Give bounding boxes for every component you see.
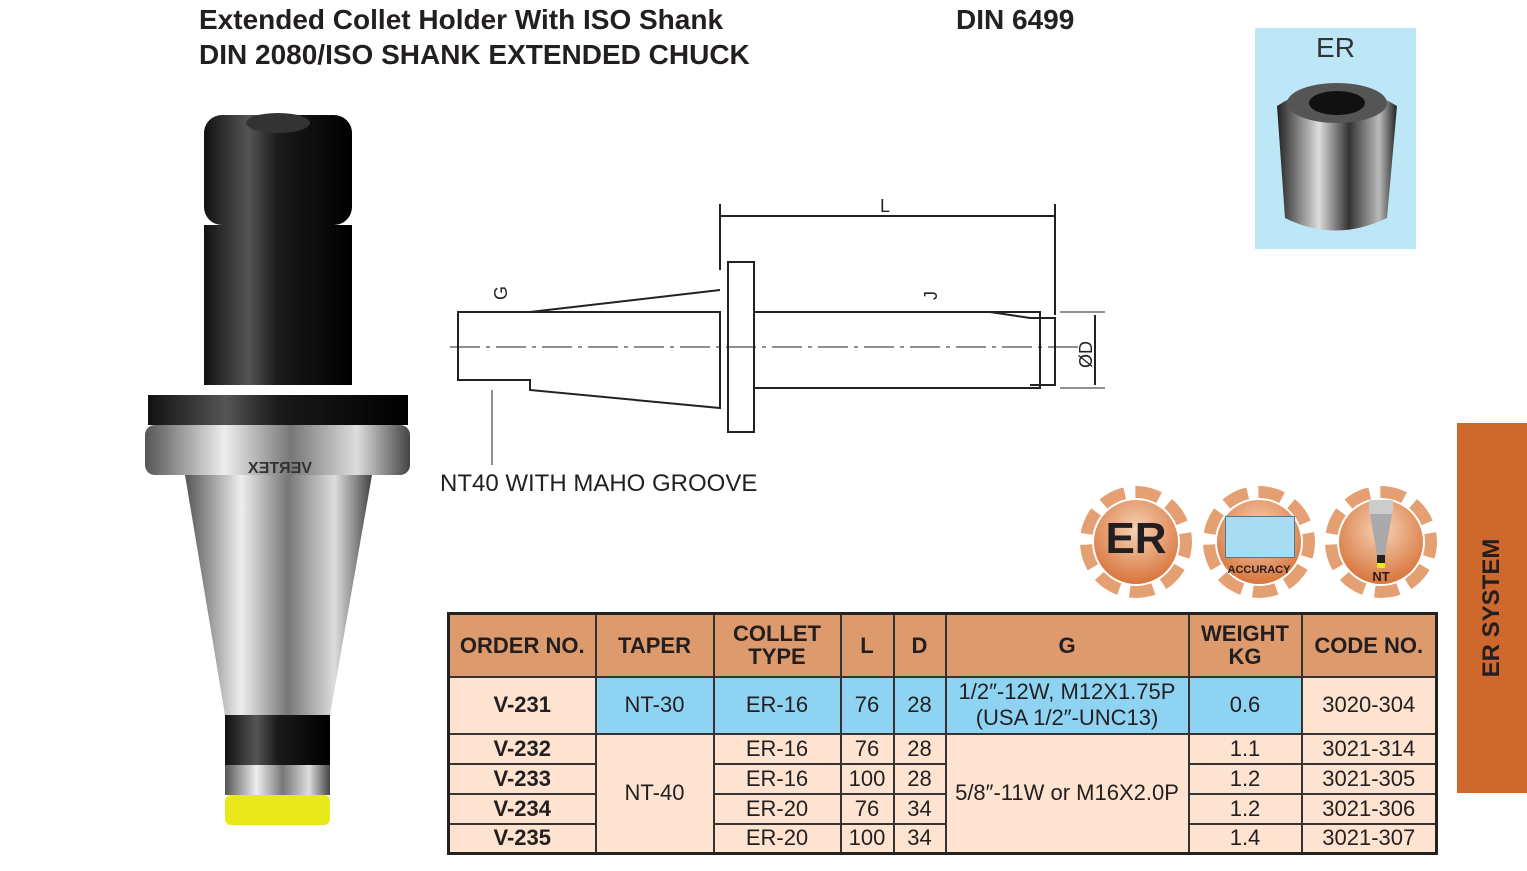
er-badge: ER [1080, 486, 1192, 598]
order-no: V-233 [447, 762, 597, 795]
title-line-1: Extended Collet Holder With ISO Shank [199, 4, 724, 35]
brand-mark: VERTEX [248, 460, 312, 477]
title-line-2: DIN 2080/ISO SHANK EXTENDED CHUCK [199, 39, 750, 70]
er-system-tab: ER SYSTEM [1457, 423, 1527, 793]
col-code-no: CODE NO. [1300, 612, 1438, 678]
col-G: G [944, 612, 1190, 678]
G-line-1: 1/2″-12W, M12X1.75P [958, 679, 1176, 704]
order-no: V-235 [447, 822, 597, 855]
L-value: 100 [839, 762, 895, 795]
table-row: V-232 NT-40 ER-16 76 28 5/8″-11W or M16X… [447, 732, 1438, 855]
L-value: 76 [839, 792, 895, 825]
collet-type: ER-16 [712, 675, 842, 735]
D-value: 28 [892, 732, 947, 765]
order-no: V-234 [447, 792, 597, 825]
er-system-label: ER SYSTEM [1478, 538, 1505, 678]
table-row: V-231 NT-30 ER-16 76 28 1/2″-12W, M12X1.… [447, 675, 1438, 735]
code-no: 3021-307 [1300, 822, 1438, 855]
standard-label: DIN 6499 [956, 4, 1075, 35]
G-value: 5/8″-11W or M16X2.0P [944, 732, 1190, 855]
L-value: 100 [839, 822, 895, 855]
order-no: V-232 [447, 732, 597, 765]
table-row: V-233 ER-16 100 28 1.2 3021-305 [447, 762, 1438, 795]
dim-L-label: L [880, 196, 890, 216]
collet-icon [1277, 83, 1397, 231]
maho-groove-note: NT40 WITH MAHO GROOVE [440, 470, 758, 497]
weight: 1.4 [1187, 822, 1303, 855]
er-badge-label: ER [1105, 514, 1167, 563]
collet-type: ER-16 [712, 762, 842, 795]
col-L: L [839, 612, 895, 678]
col-order-no: ORDER NO. [447, 612, 597, 678]
code-no: 3020-304 [1300, 675, 1438, 735]
L-value: 76 [839, 675, 895, 735]
table-row: V-234 ER-20 76 34 1.2 3021-306 [447, 792, 1438, 825]
page-title: Extended Collet Holder With ISO Shank DI… [199, 2, 750, 72]
accuracy-badge: ACCURACY [1203, 486, 1315, 598]
col-D: D [892, 612, 947, 678]
dim-G-label: G [491, 286, 511, 300]
collet-type: ER-20 [712, 792, 842, 825]
collet-type: ER-20 [712, 822, 842, 855]
D-value: 28 [892, 675, 947, 735]
G-line-2: (USA 1/2″-UNC13) [975, 705, 1159, 730]
weight: 1.2 [1187, 762, 1303, 795]
D-value: 34 [892, 822, 947, 855]
table-header: ORDER NO. TAPER COLLET TYPE L D G WEIGHT… [447, 612, 1438, 678]
taper: NT-40 [594, 732, 715, 855]
D-value: 28 [892, 762, 947, 795]
collet-image: ER [1255, 28, 1416, 249]
order-no: V-231 [447, 675, 597, 735]
spec-table: ORDER NO. TAPER COLLET TYPE L D G WEIGHT… [447, 612, 1438, 855]
dim-J-label: J [921, 291, 941, 300]
nt-badge: NT [1325, 486, 1437, 598]
accuracy-badge-label: ACCURACY [1227, 564, 1291, 576]
col-taper: TAPER [594, 612, 715, 678]
weight: 0.6 [1187, 675, 1303, 735]
L-value: 76 [839, 732, 895, 765]
G-value: 1/2″-12W, M12X1.75P (USA 1/2″-UNC13) [944, 675, 1190, 735]
collet-type: ER-16 [712, 732, 842, 765]
weight: 1.1 [1187, 732, 1303, 765]
col-weight: WEIGHT KG [1187, 612, 1303, 678]
accuracy-icon [1225, 516, 1295, 558]
code-no: 3021-306 [1300, 792, 1438, 825]
table-row: V-235 ER-20 100 34 1.4 3021-307 [447, 822, 1438, 855]
nt-holder-icon [1369, 500, 1393, 568]
code-no: 3021-305 [1300, 762, 1438, 795]
code-no: 3021-314 [1300, 732, 1438, 765]
weight: 1.2 [1187, 792, 1303, 825]
D-value: 34 [892, 792, 947, 825]
technical-drawing: L G J ØD [450, 196, 1105, 465]
collet-label: ER [1316, 32, 1355, 63]
nt-badge-label: NT [1372, 569, 1390, 584]
dim-D-label: ØD [1076, 341, 1096, 368]
collet-holder-photo: VERTEX [145, 113, 410, 825]
taper: NT-30 [594, 675, 715, 735]
col-collet-type: COLLET TYPE [712, 612, 842, 678]
